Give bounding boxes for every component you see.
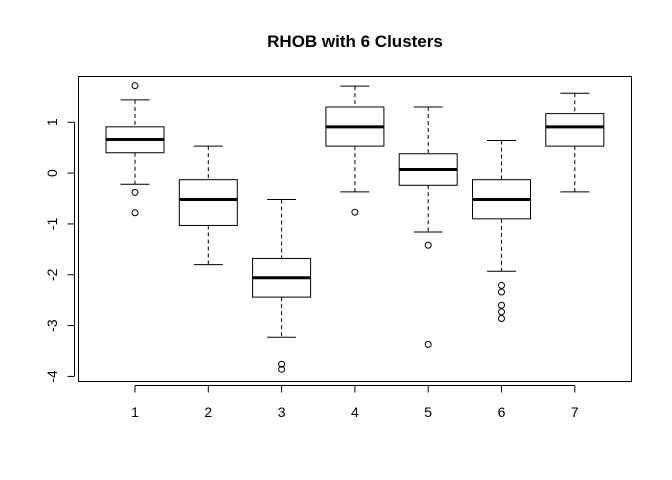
box-group-7 [545,92,605,193]
outlier-point [498,301,505,309]
y-tick-label: -3 [44,319,60,332]
y-tick-label: -2 [44,268,60,281]
x-tick-label: 1 [131,404,139,420]
box-group-3 [252,199,312,373]
plot-frame [78,76,632,382]
box-group-2 [178,145,238,266]
x-axis: 1 2 3 4 5 6 7 [131,385,579,420]
iqr-box [545,113,605,147]
outlier-point [278,365,286,373]
outlier-point [498,308,505,316]
outlier-point [424,340,432,348]
outlier-point [131,82,139,90]
outlier-point [131,188,139,196]
outlier-point [351,208,359,216]
boxes [105,82,605,373]
y-tick-label: 0 [44,169,60,177]
outlier-point [498,281,505,289]
box-group-4 [325,85,385,216]
y-tick-label: -4 [44,370,60,383]
box-group-5 [398,106,458,348]
box-group-1 [105,82,165,217]
y-axis: -4 -3 -2 -1 0 1 [44,118,75,383]
outlier-point [278,360,286,368]
box-group-6 [472,140,531,322]
x-tick-label: 3 [278,404,286,420]
x-tick-label: 4 [351,404,359,420]
x-tick-label: 7 [571,404,579,420]
outlier-point [424,241,432,249]
outlier-point [498,314,505,322]
outlier-point [131,209,139,217]
y-tick-label: -1 [44,217,60,230]
outlier-point [498,288,505,296]
x-tick-label: 6 [498,404,506,420]
x-tick-label: 2 [204,404,212,420]
chart-title: RHOB with 6 Clusters [267,32,443,51]
y-tick-label: 1 [44,118,60,126]
iqr-box [178,179,238,226]
x-tick-label: 5 [424,404,432,420]
